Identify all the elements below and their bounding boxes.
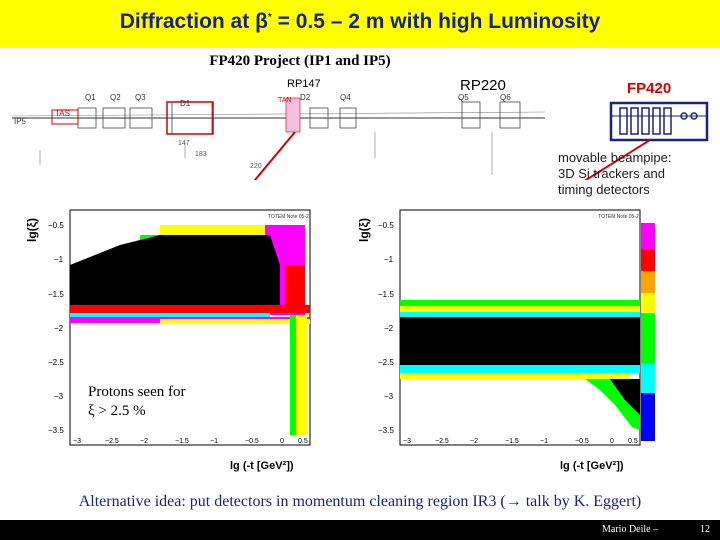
svg-text:Q2: Q2 <box>110 93 121 102</box>
colorbar <box>641 223 655 441</box>
beampipe-note: movable beampipe: 3D Si trackers and timin… <box>558 150 672 197</box>
slide-subtitle: FP420 Project (IP1 and IP5) <box>209 53 391 69</box>
rp147-label: RP147 <box>287 78 321 90</box>
footer-bar <box>0 520 720 540</box>
svg-text:0: 0 <box>280 438 284 445</box>
svg-text:−2.5: −2.5 <box>105 438 119 445</box>
svg-text:Q6: Q6 <box>500 93 511 102</box>
svg-text:Q3: Q3 <box>135 93 146 102</box>
svg-text:−3: −3 <box>403 438 411 445</box>
right-plot: TOTEM Note 05-2 −0.5 −1 −1.5 −2 −2.5 −3 … <box>378 209 655 446</box>
svg-text:−3: −3 <box>73 438 81 445</box>
svg-text:Q4: Q4 <box>340 93 351 102</box>
protons-caption: Protons seen for ξ > 2.5 % <box>88 384 186 419</box>
footer-note: Alternative idea: put detectors in momen… <box>78 493 642 510</box>
svg-text:0: 0 <box>610 438 614 445</box>
svg-text:147: 147 <box>178 140 190 147</box>
svg-text:−1: −1 <box>540 438 548 445</box>
svg-text:−1.5: −1.5 <box>175 438 189 445</box>
right-plot-xlabel: lg (-t [GeV²]) <box>560 460 624 472</box>
svg-text:−0.5: −0.5 <box>378 221 394 230</box>
svg-text:−1: −1 <box>54 255 64 264</box>
svg-text:Q5: Q5 <box>458 93 469 102</box>
left-plot-heatmap <box>70 225 310 435</box>
svg-text:−1.5: −1.5 <box>48 290 64 299</box>
beamline-schematic: 147 183 220 Q1 Q2 Q3 D1 TAN D2 Q4 Q5 Q6 … <box>11 93 709 180</box>
svg-text:−0.5: −0.5 <box>245 438 259 445</box>
svg-text:−2: −2 <box>140 438 148 445</box>
svg-text:−3: −3 <box>384 392 394 401</box>
slide-title: Diffraction at β* = 0.5 – 2 m with high … <box>119 10 601 33</box>
left-plot-xlabel: lg (-t [GeV²]) <box>230 460 294 472</box>
right-plot-heatmap <box>400 300 640 430</box>
svg-text:220: 220 <box>250 163 262 170</box>
svg-text:TOTEM Note 05-2: TOTEM Note 05-2 <box>598 214 639 220</box>
svg-text:−0.5: −0.5 <box>48 221 64 230</box>
svg-text:−1.5: −1.5 <box>505 438 519 445</box>
svg-text:D2: D2 <box>300 93 311 102</box>
svg-text:−2.5: −2.5 <box>378 358 394 367</box>
svg-text:−3.5: −3.5 <box>378 426 394 435</box>
svg-text:−3: −3 <box>54 392 64 401</box>
svg-text:TAS: TAS <box>55 109 70 118</box>
svg-text:−3.5: −3.5 <box>48 426 64 435</box>
svg-text:−2: −2 <box>384 324 394 333</box>
svg-text:TOTEM Note 05-2: TOTEM Note 05-2 <box>268 214 309 220</box>
svg-text:−1: −1 <box>210 438 218 445</box>
svg-text:−2: −2 <box>470 438 478 445</box>
right-xticks: −3 −2.5 −2 −1.5 −1 −0.5 0 0.5 <box>403 438 638 445</box>
svg-text:183: 183 <box>195 151 207 158</box>
svg-text:0.5: 0.5 <box>298 438 308 445</box>
rp147-marker <box>166 101 214 135</box>
title-bar <box>0 0 720 48</box>
svg-text:−2.5: −2.5 <box>435 438 449 445</box>
author: Mario Deile – <box>602 524 659 535</box>
left-plot-ylabel: lg(ξ) <box>25 218 39 242</box>
svg-text:−1: −1 <box>384 255 394 264</box>
svg-text:−2.5: −2.5 <box>48 358 64 367</box>
svg-text:−0.5: −0.5 <box>575 438 589 445</box>
svg-text:0.5: 0.5 <box>628 438 638 445</box>
left-xticks: −3 −2.5 −2 −1.5 −1 −0.5 0 0.5 <box>73 438 308 445</box>
slide-number: 12 <box>700 524 710 535</box>
svg-text:D1: D1 <box>180 99 191 108</box>
svg-text:TAN: TAN <box>278 97 291 104</box>
rp220-label: RP220 <box>460 77 506 94</box>
svg-text:−1.5: −1.5 <box>378 290 394 299</box>
right-plot-ylabel: lg(ξ) <box>357 218 371 242</box>
svg-text:IP5: IP5 <box>14 117 27 126</box>
left-plot: TOTEM Note 05-2 −0.5 −1 −1.5 −2 −2.5 −3 … <box>48 209 311 446</box>
svg-text:−2: −2 <box>54 324 64 333</box>
fp420-box <box>609 101 709 142</box>
fp420-label: FP420 <box>627 80 672 97</box>
svg-text:Q1: Q1 <box>85 93 96 102</box>
